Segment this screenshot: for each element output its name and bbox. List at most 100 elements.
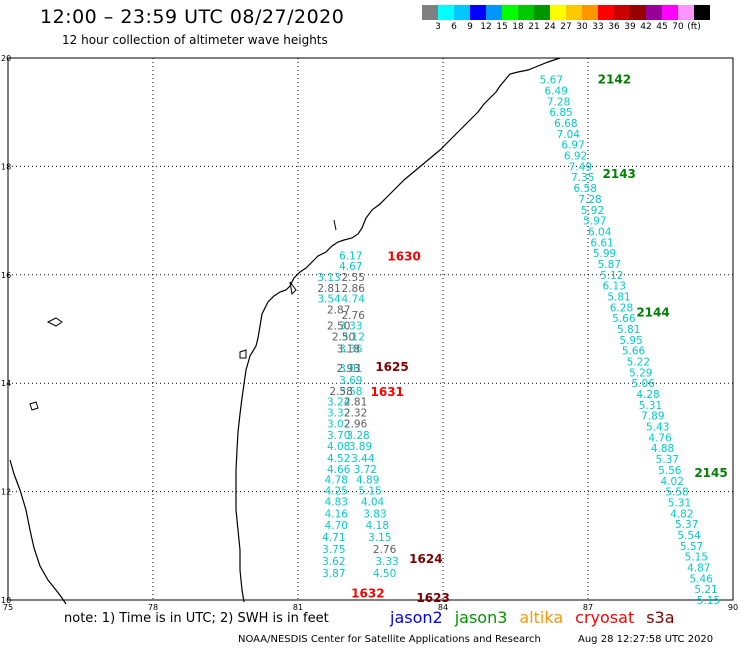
swh-value: 6.68 — [554, 118, 577, 130]
generation-timestamp: Aug 28 12:27:58 UTC 2020 — [578, 634, 714, 645]
swh-value: 4.87 — [687, 562, 710, 574]
swh-value: 2.55 — [342, 272, 365, 284]
swh-value: 7.28 — [547, 96, 570, 108]
legend-swatch — [454, 5, 470, 20]
track-1625-1624: 3.243.323.023.703.284.083.894.52 3.444.66… — [322, 397, 399, 580]
swh-value: 4.83 — [325, 496, 348, 508]
swh-value: 2.93 — [337, 363, 360, 375]
swh-value: 6.04 — [588, 226, 612, 238]
y-tick-label: 16 — [1, 271, 11, 280]
swh-value: 2.87 — [327, 304, 350, 316]
swh-value: 2.86 — [342, 283, 366, 295]
swh-value: 5.56 — [658, 465, 682, 477]
legend-label: 36 — [608, 22, 620, 32]
legend-swatch — [550, 5, 566, 20]
swh-value: 3.24 — [327, 397, 351, 409]
color-legend — [422, 5, 710, 20]
island-small-3 — [333, 219, 337, 231]
swh-value: 6.61 — [590, 237, 613, 249]
legend-label: 27 — [560, 22, 572, 32]
swh-value: 3.54 — [317, 294, 341, 306]
swh-value: 3.89 — [349, 441, 372, 453]
units-note: note: 1) Time is in UTC; 2) SWH is in fe… — [64, 611, 329, 626]
swh-value: 5.58 — [665, 487, 688, 499]
y-tick-label: 18 — [1, 162, 11, 171]
pass-label-1632: 1632 — [351, 586, 384, 600]
satellite-legend: jason2 jason3 altika cryosat s3a — [390, 608, 687, 627]
y-tick-label: 12 — [1, 488, 11, 497]
swh-value: 4.82 — [670, 508, 693, 520]
satellite-jason3: jason3 — [454, 608, 508, 627]
x-tick-label: 84 — [438, 603, 448, 612]
legend-swatch — [646, 5, 662, 20]
swh-value: 3.69 — [339, 375, 362, 387]
legend-label: 33 — [592, 22, 604, 32]
swh-value: 5.37 — [675, 519, 698, 531]
pass-label-2144: 2144 — [636, 306, 669, 320]
coastline-sri-lanka — [9, 459, 67, 605]
swh-value: 5.81 — [617, 324, 640, 336]
swh-value: 3.87 — [322, 568, 345, 580]
swh-value: 7.28 — [578, 194, 601, 206]
swh-value: 3.13 — [317, 272, 340, 284]
swh-value: 6.17 — [339, 250, 362, 262]
y-tick-label: 10 — [1, 596, 11, 605]
swh-value: 3.12 — [342, 332, 365, 344]
swh-value: 5.31 — [668, 497, 691, 509]
swh-value: 5.15 — [697, 595, 720, 607]
legend-label: 39 — [624, 22, 636, 32]
swh-value: 5.06 — [632, 378, 656, 390]
legend-label: 24 — [544, 22, 556, 32]
swh-value: 2.96 — [344, 418, 368, 430]
legend-label: 12 — [480, 22, 492, 32]
legend-label: (ft) — [687, 22, 701, 32]
x-tick-label: 87 — [583, 603, 593, 612]
swh-value: 4.89 — [356, 475, 379, 487]
swh-value: 5.22 — [627, 357, 650, 369]
swh-value: 3.72 — [354, 464, 377, 476]
satellite-s3a: s3a — [646, 608, 675, 627]
swh-value: 4.04 — [361, 496, 385, 508]
legend-label: 15 — [496, 22, 508, 32]
pass-label-2143: 2143 — [603, 167, 636, 181]
swh-value: 3.33 — [375, 556, 398, 568]
swh-value: 6.49 — [545, 86, 568, 98]
swh-value: 4.70 — [325, 520, 348, 532]
swh-value: 3.18 — [337, 344, 360, 356]
legend-label: 42 — [640, 22, 652, 32]
coastline-india-east — [235, 57, 561, 603]
x-tick-label: 81 — [293, 603, 303, 612]
map-frame — [7, 57, 734, 601]
pass-label-2142: 2142 — [598, 73, 631, 87]
swh-value: 3.83 — [363, 508, 386, 520]
swh-value: 5.46 — [690, 573, 714, 585]
swh-value: 3.32 — [327, 407, 350, 419]
swh-value: 6.58 — [574, 183, 597, 195]
swh-value: 3.75 — [322, 544, 345, 556]
swh-value: 6.92 — [564, 151, 587, 163]
pass-label-1624: 1624 — [409, 552, 442, 566]
swh-value: 2.81 — [317, 283, 340, 295]
legend-swatch — [422, 5, 438, 20]
swh-value: 5.21 — [694, 584, 717, 596]
axis-tick-labels: 75 78 81 84 87 90 20 18 16 14 12 10 — [1, 54, 738, 612]
color-legend-labels: 3 6 9 12 15 18 21 24 27 30 33 36 39 42 45 70 (ft) — [422, 22, 740, 36]
pass-label-1623: 1623 — [416, 591, 449, 605]
y-tick-label: 14 — [1, 379, 11, 388]
swh-value: 5.31 — [639, 400, 662, 412]
x-tick-label: 78 — [148, 603, 158, 612]
pass-label-2145: 2145 — [694, 466, 727, 480]
legend-label: 21 — [528, 22, 540, 32]
legend-swatch — [470, 5, 486, 20]
legend-swatch — [662, 5, 678, 20]
swh-value: 5.43 — [646, 422, 669, 434]
swh-value: 3.33 — [339, 321, 362, 333]
legend-label: 70 — [672, 22, 684, 32]
legend-swatch — [582, 5, 598, 20]
swh-value: 5.87 — [598, 259, 621, 271]
swh-value: 5.97 — [583, 216, 606, 228]
swh-value: 3.58 — [339, 386, 362, 398]
x-tick-label: 75 — [3, 603, 13, 612]
swh-value: 7.35 — [571, 172, 594, 184]
swh-value: 2.50 — [332, 332, 355, 344]
